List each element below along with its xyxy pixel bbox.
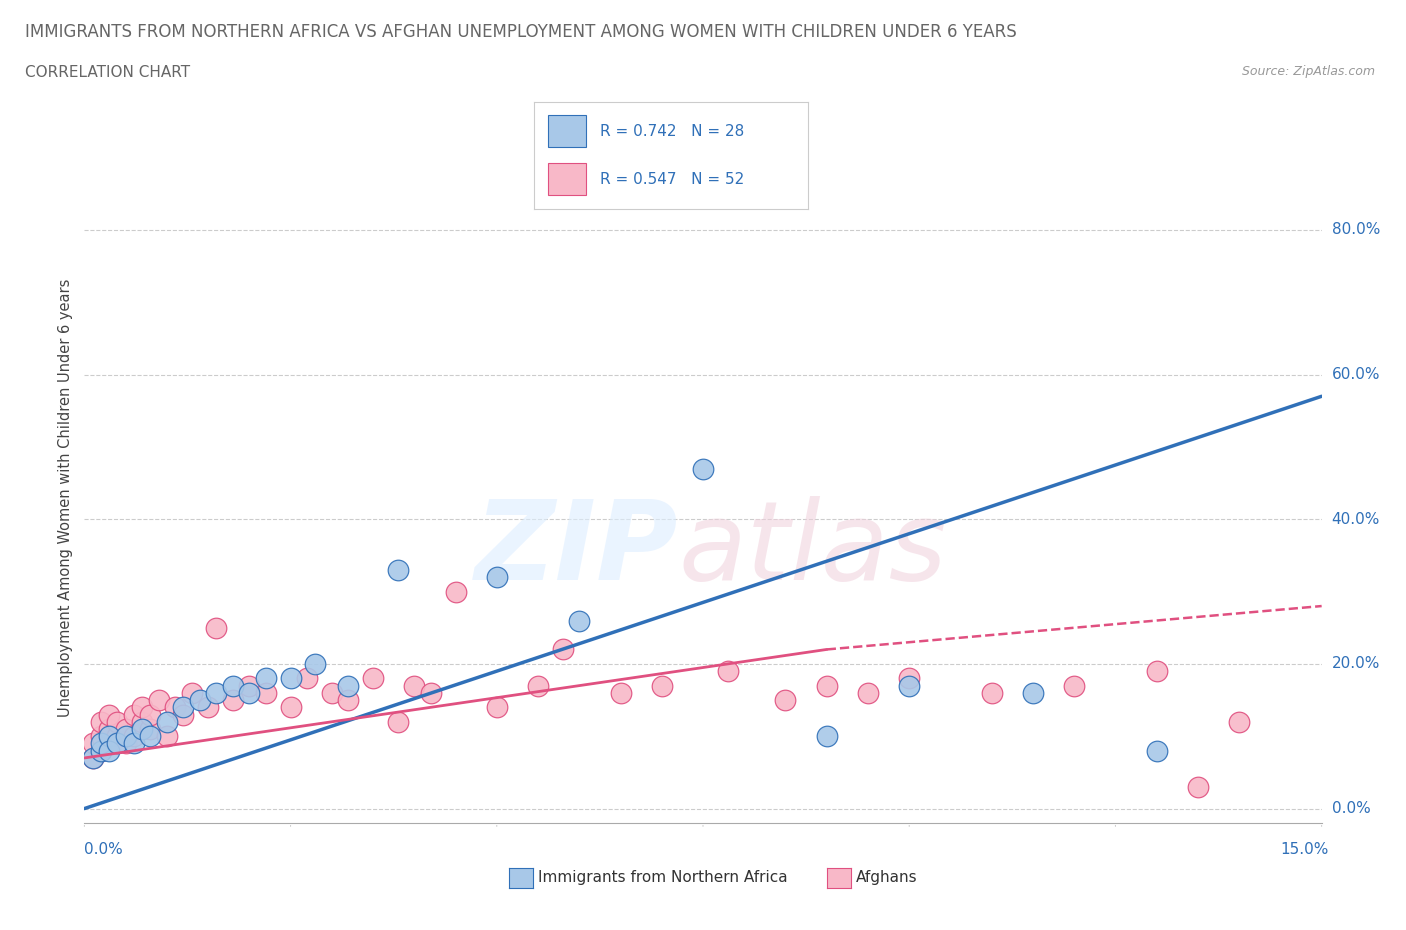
Point [98,743,121,758]
Point [172,707,194,722]
Text: 80.0%: 80.0% [1331,222,1379,237]
Point [568,613,591,628]
Point [131,722,153,737]
Point [222,678,245,693]
Point [717,664,740,679]
Point [90,743,112,758]
Point [815,729,838,744]
Point [188,693,211,708]
Point [122,707,145,722]
Point [692,461,714,476]
Point [337,693,360,708]
Point [361,671,384,685]
Point [105,736,128,751]
Point [238,678,260,693]
Point [1022,685,1045,700]
Point [180,685,202,700]
Text: 15.0%: 15.0% [1281,842,1329,857]
Text: ZIP: ZIP [475,496,678,604]
Point [139,722,162,737]
Bar [548,164,586,195]
Y-axis label: Unemployment Among Women with Children Under 6 years: Unemployment Among Women with Children U… [58,278,73,717]
Text: Source: ZipAtlas.com: Source: ZipAtlas.com [1241,65,1375,78]
Point [139,729,162,744]
Point [98,707,121,722]
Point [105,729,128,744]
Point [122,736,145,751]
Point [90,736,112,751]
Point [527,678,550,693]
Point [775,693,797,708]
Point [114,722,136,737]
Point [114,736,136,751]
Point [295,671,318,685]
Point [172,700,194,715]
Point [898,678,921,693]
Point [321,685,343,700]
Point [165,700,187,715]
Point [254,685,277,700]
Point [205,685,228,700]
Text: 0.0%: 0.0% [1331,801,1371,817]
Point [856,685,879,700]
Point [139,707,162,722]
Point [114,729,136,744]
Text: 0.0%: 0.0% [84,842,124,857]
Point [1187,779,1209,794]
Point [387,563,409,578]
Point [98,736,121,751]
Point [90,743,112,758]
Point [485,570,508,585]
Text: atlas: atlas [678,496,946,604]
Point [82,736,104,751]
Point [1146,664,1168,679]
Point [404,678,426,693]
Point [82,751,104,765]
Point [387,714,409,729]
Text: CORRELATION CHART: CORRELATION CHART [25,65,190,80]
Point [280,700,302,715]
Point [222,693,245,708]
Text: Immigrants from Northern Africa: Immigrants from Northern Africa [538,870,789,885]
Point [1146,743,1168,758]
Point [156,714,179,729]
Point [82,751,104,765]
Point [148,693,170,708]
Point [238,685,260,700]
Point [651,678,673,693]
Point [304,657,326,671]
Point [1063,678,1085,693]
Point [90,729,112,744]
Point [609,685,631,700]
Bar [548,115,586,147]
Point [197,700,219,715]
Point [254,671,277,685]
Point [98,729,121,744]
Point [98,722,121,737]
Text: 20.0%: 20.0% [1331,657,1379,671]
Point [90,714,112,729]
Point [444,584,467,599]
Point [815,678,838,693]
Point [980,685,1002,700]
Text: IMMIGRANTS FROM NORTHERN AFRICA VS AFGHAN UNEMPLOYMENT AMONG WOMEN WITH CHILDREN: IMMIGRANTS FROM NORTHERN AFRICA VS AFGHA… [25,23,1017,41]
Point [105,714,128,729]
Text: R = 0.742   N = 28: R = 0.742 N = 28 [600,124,744,139]
Point [551,642,574,657]
Point [337,678,360,693]
Text: 40.0%: 40.0% [1331,512,1379,526]
Text: Afghans: Afghans [856,870,918,885]
Point [131,714,153,729]
Point [485,700,508,715]
Point [131,700,153,715]
Point [898,671,921,685]
Text: 60.0%: 60.0% [1331,367,1381,382]
Point [419,685,441,700]
Point [156,729,179,744]
Point [280,671,302,685]
Point [122,729,145,744]
Point [1227,714,1250,729]
Point [205,620,228,635]
Text: R = 0.547   N = 52: R = 0.547 N = 52 [600,172,744,187]
